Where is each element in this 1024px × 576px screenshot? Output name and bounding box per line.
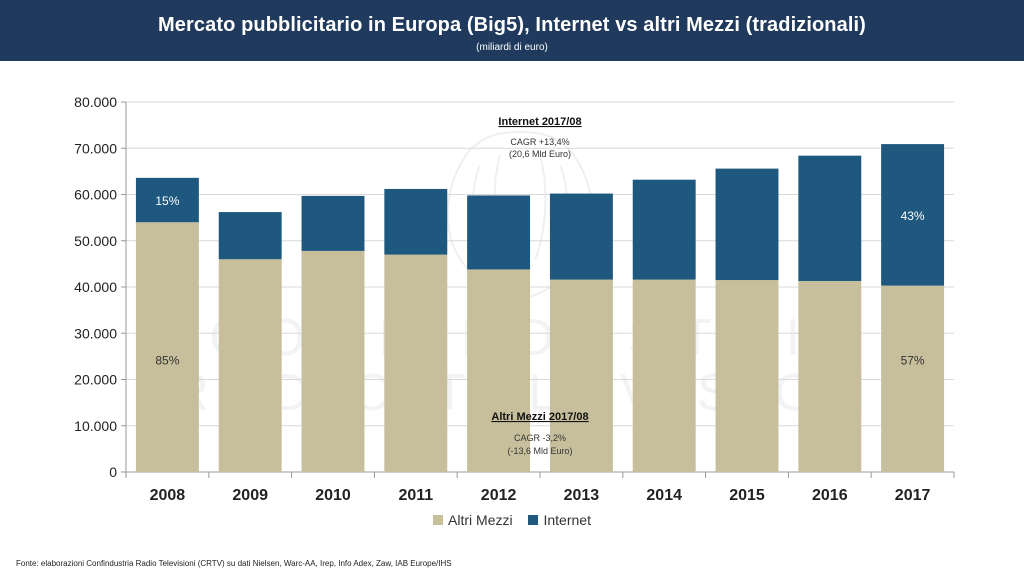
- legend-swatch-altri-mezzi: [433, 515, 444, 525]
- bar-internet-2015: [715, 168, 779, 281]
- internet-annotation-title: Internet 2017/08: [498, 116, 581, 128]
- x-tick-label-2015: 2015: [729, 487, 765, 504]
- y-tick-label: 0: [109, 464, 117, 480]
- altri-mezzi-cagr-annotation: Altri Mezzi 2017/08 CAGR -3,2% (-13,6 Ml…: [491, 411, 588, 456]
- y-tick-label: 50.000: [74, 233, 117, 249]
- y-tick-label: 80.000: [74, 94, 117, 110]
- y-tick-label: 20.000: [74, 372, 117, 388]
- header-banner: Mercato pubblicitario in Europa (Big5), …: [0, 0, 1024, 61]
- altri-annotation-title: Altri Mezzi 2017/08: [491, 411, 588, 423]
- x-tick-label-2013: 2013: [564, 487, 600, 504]
- watermark-logo: CONFINDUSTRIA RADIO TELEVISIONI: [172, 130, 894, 422]
- bar-internet-2010: [301, 195, 365, 251]
- bar-internet-2011: [384, 188, 448, 255]
- page-subtitle: (miliardi di euro): [476, 42, 548, 53]
- bar-internet-2008: [135, 177, 199, 223]
- bar-internet-2012: [467, 195, 531, 270]
- x-tick-label-2009: 2009: [232, 487, 268, 504]
- bar-altri-mezzi-2013: [549, 279, 613, 472]
- y-tick-label: 70.000: [74, 140, 117, 156]
- data-label-internet-2017: 43%: [901, 209, 925, 223]
- bar-internet-2009: [218, 212, 282, 260]
- y-tick-label: 40.000: [74, 279, 117, 295]
- chart-legend: Altri Mezzi Internet: [0, 512, 1024, 528]
- legend-item-altri-mezzi: Altri Mezzi: [433, 512, 513, 528]
- legend-item-internet: Internet: [528, 512, 591, 528]
- legend-label-altri-mezzi: Altri Mezzi: [448, 512, 513, 528]
- y-tick-label: 30.000: [74, 325, 117, 341]
- internet-annotation-value: (20,6 Mld Euro): [509, 149, 571, 159]
- bar-altri-mezzi-2017: [881, 285, 945, 472]
- bar-altri-mezzi-2012: [467, 269, 531, 472]
- y-tick-label: 60.000: [74, 187, 117, 203]
- x-tick-label-2017: 2017: [895, 487, 931, 504]
- x-tick-label-2008: 2008: [150, 487, 186, 504]
- legend-swatch-internet: [528, 515, 539, 525]
- bar-altri-mezzi-2016: [798, 280, 862, 472]
- bar-altri-mezzi-2011: [384, 254, 448, 472]
- page-title: Mercato pubblicitario in Europa (Big5), …: [158, 14, 866, 36]
- legend-label-internet: Internet: [543, 512, 591, 528]
- bar-internet-2013: [549, 193, 613, 280]
- internet-annotation-cagr: CAGR +13,4%: [510, 137, 569, 147]
- bar-internet-2014: [632, 179, 696, 280]
- bar-internet-2017: [881, 144, 945, 286]
- bar-internet-2016: [798, 155, 862, 281]
- data-label-altri-mezzi-2017: 57%: [901, 354, 925, 368]
- bar-altri-mezzi-2009: [218, 259, 282, 472]
- bar-altri-mezzi-2015: [715, 280, 779, 472]
- source-footnote: Fonte: elaborazioni Confindustria Radio …: [16, 559, 452, 568]
- altri-annotation-value: (-13,6 Mld Euro): [507, 446, 572, 456]
- x-tick-label-2016: 2016: [812, 487, 848, 504]
- bar-altri-mezzi-2014: [632, 279, 696, 472]
- x-tick-label-2010: 2010: [315, 487, 351, 504]
- x-tick-label-2014: 2014: [646, 487, 682, 504]
- internet-cagr-annotation: Internet 2017/08 CAGR +13,4% (20,6 Mld E…: [498, 116, 581, 159]
- altri-annotation-cagr: CAGR -3,2%: [514, 433, 566, 443]
- x-tick-label-2011: 2011: [398, 487, 433, 504]
- bar-altri-mezzi-2008: [135, 222, 199, 472]
- data-label-internet-2008: 15%: [155, 194, 179, 208]
- bar-altri-mezzi-2010: [301, 250, 365, 472]
- y-tick-label: 10.000: [74, 418, 117, 434]
- data-label-altri-mezzi-2008: 85%: [155, 354, 179, 368]
- x-tick-label-2012: 2012: [481, 487, 517, 504]
